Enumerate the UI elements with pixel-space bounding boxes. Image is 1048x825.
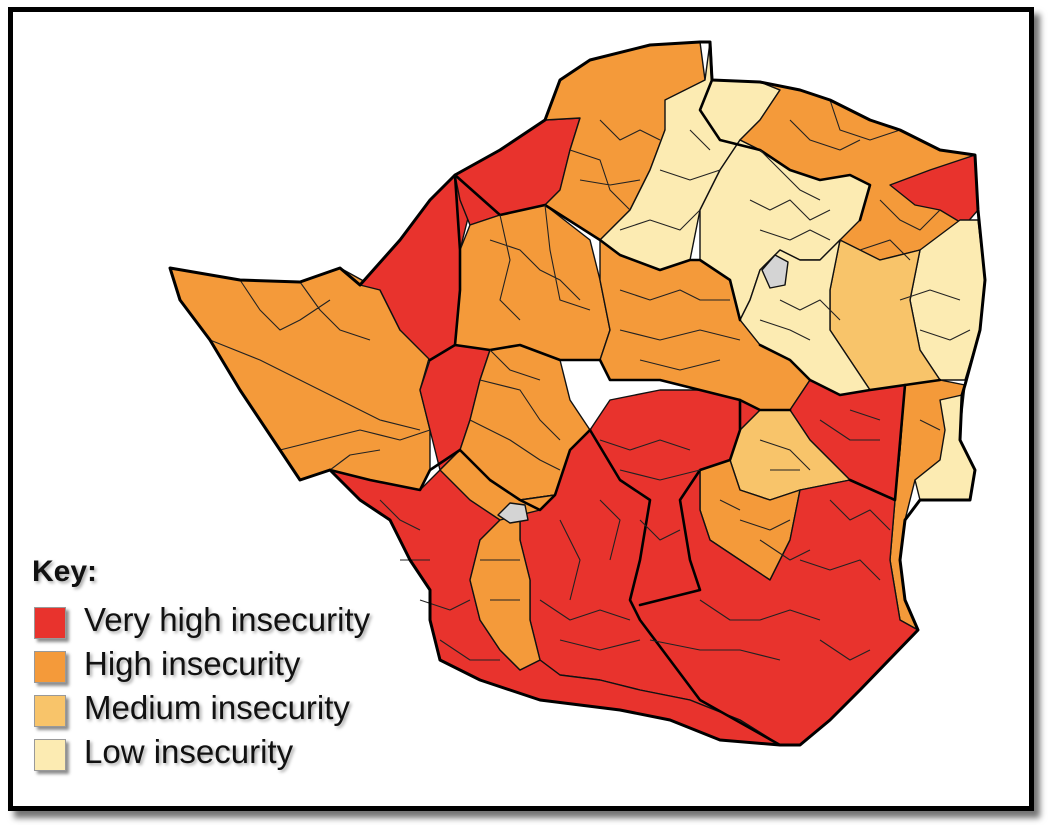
swatch-medium — [34, 695, 66, 727]
swatch-low — [34, 739, 66, 771]
province-border-5 — [328, 428, 592, 512]
key-label-high: High insecurity — [84, 645, 301, 682]
province-border-3 — [698, 40, 872, 222]
key-label-low: Low insecurity — [84, 733, 294, 770]
key-title: Key: — [32, 555, 98, 588]
swatch-very-high — [34, 607, 66, 639]
key-label-very-high: Very high insecurity — [84, 601, 371, 638]
key-item-very-high: Very high insecurity — [32, 601, 432, 645]
province-border-6 — [588, 428, 782, 747]
map-key: Key: Very high insecurity High insecurit… — [32, 555, 432, 777]
key-item-high: High insecurity — [32, 645, 432, 689]
province-border-7 — [638, 398, 742, 607]
key-item-medium: Medium insecurity — [32, 689, 432, 733]
region-ne-veryhigh — [889, 154, 979, 226]
key-item-low: Low insecurity — [32, 733, 432, 777]
province-border-9 — [428, 343, 457, 362]
province-border-8 — [848, 383, 907, 502]
province-border-1 — [453, 173, 792, 412]
harare-urban — [761, 254, 789, 289]
key-label-medium: Medium insecurity — [84, 689, 350, 726]
bulawayo-urban — [497, 502, 529, 524]
district-borders — [209, 99, 971, 661]
swatch-high — [34, 651, 66, 683]
country-outline — [168, 40, 987, 747]
province-border-2 — [453, 173, 742, 322]
